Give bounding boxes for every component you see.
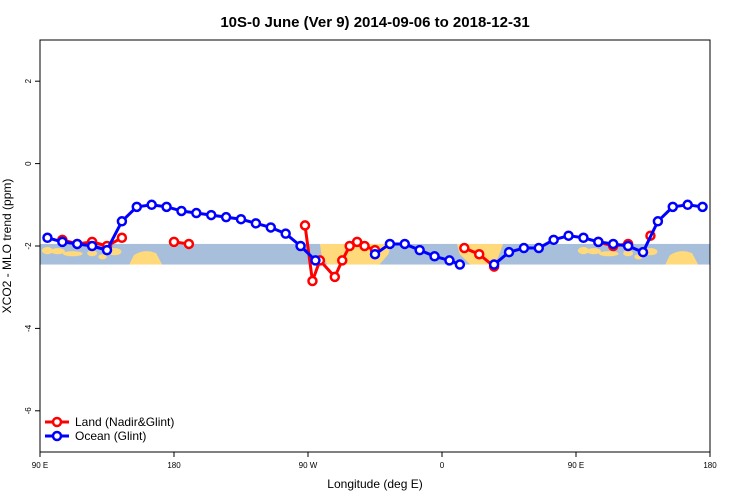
data-point	[183, 238, 195, 250]
island-shape	[623, 250, 634, 257]
data-point	[578, 232, 589, 244]
data-point	[359, 240, 370, 252]
data-point	[344, 240, 355, 252]
data-point	[622, 240, 634, 252]
series-layer	[42, 199, 708, 287]
data-point	[161, 201, 172, 213]
x-axis: 90 E 180 90 W 0 90 E 180	[32, 452, 717, 470]
data-point	[307, 275, 318, 287]
legend: Land (Nadir&Glint)Ocean (Glint)	[45, 415, 174, 443]
y-tick-label: 2	[24, 78, 33, 83]
data-point	[280, 228, 291, 239]
data-point	[563, 230, 574, 241]
series-ocean	[42, 199, 708, 270]
data-point	[351, 236, 363, 248]
australia-shape	[665, 251, 699, 265]
island-shape	[598, 251, 619, 257]
data-point	[205, 209, 217, 221]
x-tick-label: 90 E	[568, 461, 584, 470]
data-point	[682, 199, 693, 211]
data-point	[697, 201, 708, 213]
island-shape	[98, 254, 107, 260]
y-axis: 2 0 -2 -4 -6	[24, 78, 40, 414]
data-point	[414, 244, 425, 256]
legend-label: Land (Nadir&Glint)	[75, 415, 174, 429]
data-point	[369, 248, 381, 260]
australia-shape	[129, 251, 163, 265]
data-point	[265, 222, 277, 233]
data-point	[336, 255, 348, 266]
legend-swatch-marker	[51, 430, 63, 442]
x-tick-label: 90 W	[299, 461, 318, 470]
data-point	[533, 242, 545, 254]
y-tick-label: -6	[24, 407, 33, 415]
x-axis-label: Longitude (deg E)	[327, 477, 422, 491]
data-point	[473, 248, 485, 260]
y-tick-label: 0	[24, 161, 33, 166]
data-point	[429, 251, 440, 262]
data-point	[548, 234, 559, 246]
data-point	[71, 238, 83, 250]
data-point	[454, 259, 466, 270]
data-point	[329, 271, 341, 283]
legend-label: Ocean (Glint)	[75, 429, 146, 443]
island-shape	[50, 248, 65, 255]
island-shape	[62, 251, 83, 257]
data-point	[667, 201, 679, 213]
data-point	[488, 259, 500, 270]
data-point	[299, 220, 311, 231]
data-point	[607, 238, 619, 250]
data-point	[399, 238, 411, 250]
island-shape	[577, 247, 590, 255]
data-point	[503, 246, 515, 258]
data-point	[652, 216, 664, 227]
data-point	[310, 255, 321, 266]
data-point	[384, 238, 396, 250]
x-tick-label: 90 E	[32, 461, 48, 470]
data-point	[176, 205, 187, 217]
x-tick-label: 0	[440, 461, 445, 470]
data-point	[235, 213, 247, 225]
legend-swatch-marker	[51, 416, 63, 428]
legend-item: Land (Nadir&Glint)	[45, 415, 174, 429]
data-point	[518, 242, 530, 254]
south-america-shape	[319, 243, 392, 265]
legend-item: Ocean (Glint)	[45, 429, 146, 443]
island-shape	[87, 250, 98, 257]
data-point	[444, 255, 455, 266]
data-point	[101, 244, 113, 256]
x-tick-label: 180	[703, 461, 717, 470]
data-point	[295, 240, 306, 252]
data-point	[637, 246, 649, 258]
data-point	[459, 242, 470, 254]
data-point	[116, 216, 128, 227]
island-shape	[586, 248, 601, 255]
x-tick-label: 180	[167, 461, 181, 470]
y-axis-label: XCO2 - MLO trend (ppm)	[0, 179, 14, 314]
data-point	[168, 236, 180, 248]
data-point	[146, 199, 157, 211]
island-shape	[41, 247, 54, 255]
data-point	[220, 211, 232, 223]
data-point	[42, 232, 53, 244]
data-point	[191, 207, 202, 219]
y-tick-label: -2	[24, 242, 33, 250]
data-point	[116, 232, 128, 244]
data-point	[57, 236, 68, 248]
data-point	[131, 201, 143, 213]
chart-title: 10S-0 June (Ver 9) 2014-09-06 to 2018-12…	[220, 14, 529, 31]
data-point	[593, 236, 604, 248]
data-point	[86, 240, 98, 252]
data-point	[250, 218, 262, 229]
y-tick-label: -4	[24, 324, 33, 332]
